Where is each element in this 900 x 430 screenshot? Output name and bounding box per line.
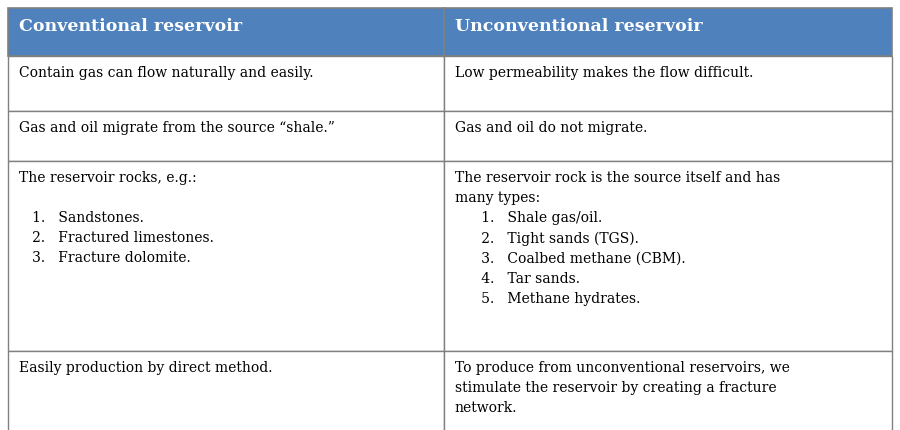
Bar (444, 111, 892, 161)
Text: To produce from unconventional reservoirs, we
stimulate the reservoir by creatin: To produce from unconventional reservoir… (454, 361, 789, 415)
Text: Gas and oil do not migrate.: Gas and oil do not migrate. (454, 121, 647, 135)
Bar (8, 351, 444, 430)
Text: The reservoir rock is the source itself and has
many types:
      1.   Shale gas: The reservoir rock is the source itself … (454, 171, 780, 306)
Bar (444, 8, 892, 56)
Bar (8, 111, 444, 161)
Bar (444, 351, 892, 430)
Bar (444, 56, 892, 111)
Bar (8, 161, 444, 351)
Text: Easily production by direct method.: Easily production by direct method. (19, 361, 273, 375)
Text: The reservoir rocks, e.g.:

   1.   Sandstones.
   2.   Fractured limestones.
  : The reservoir rocks, e.g.: 1. Sandstones… (19, 171, 214, 265)
Text: Contain gas can flow naturally and easily.: Contain gas can flow naturally and easil… (19, 66, 313, 80)
Text: Gas and oil migrate from the source “shale.”: Gas and oil migrate from the source “sha… (19, 121, 335, 135)
Bar (8, 8, 444, 56)
Text: Unconventional reservoir: Unconventional reservoir (454, 18, 702, 35)
Text: Low permeability makes the flow difficult.: Low permeability makes the flow difficul… (454, 66, 753, 80)
Bar (8, 56, 444, 111)
Bar (444, 161, 892, 351)
Text: Conventional reservoir: Conventional reservoir (19, 18, 242, 35)
